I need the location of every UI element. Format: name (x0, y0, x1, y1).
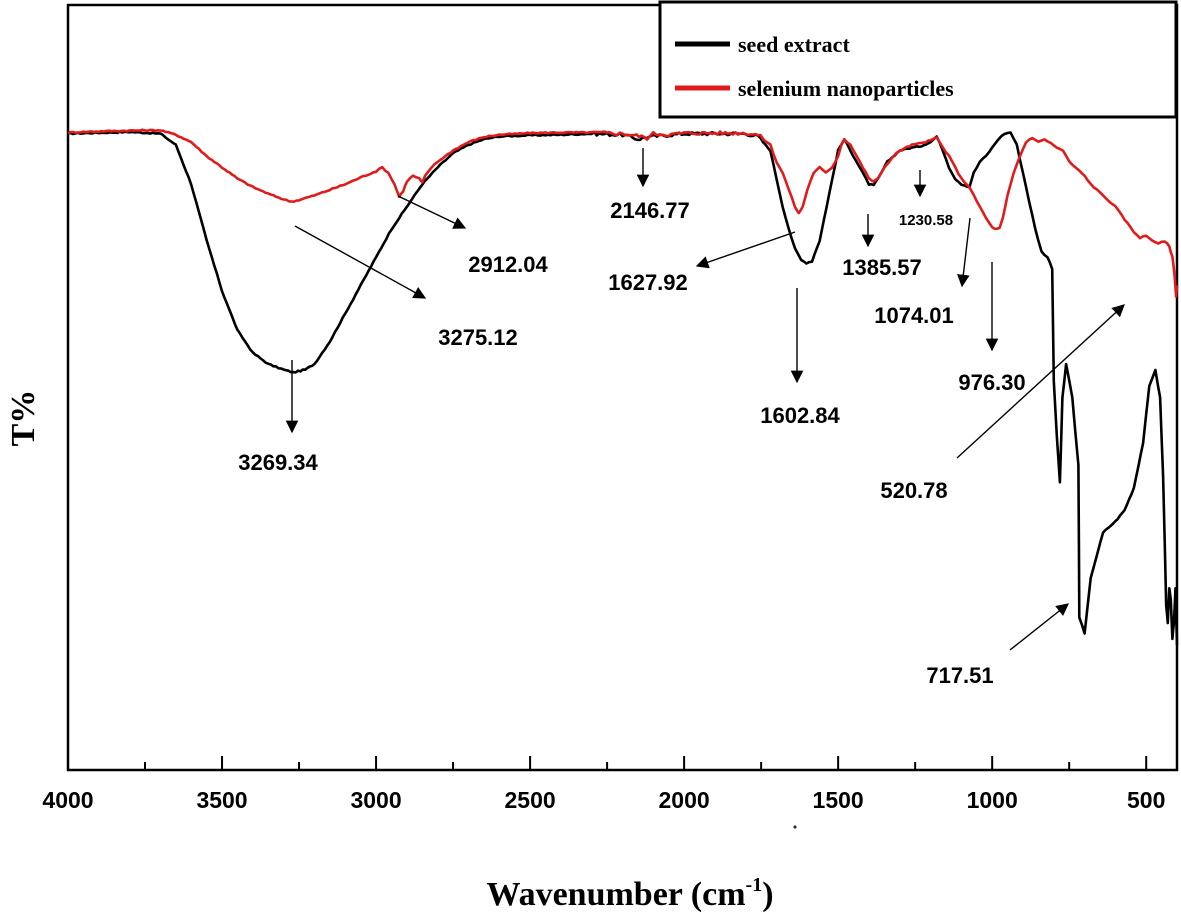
legend-box (658, 0, 1178, 119)
x-tick-label-1000: 1000 (967, 787, 1018, 813)
x-tick-label-1500: 1500 (813, 787, 864, 813)
annotation-label-717.51: 717.51 (926, 663, 993, 688)
legend: seed extract selenium nanoparticles (658, 0, 1178, 119)
x-axis-title-close: ) (762, 876, 773, 913)
annotation-label-976.30: 976.30 (958, 370, 1025, 395)
legend-label-seed-extract: seed extract (738, 32, 850, 57)
x-tick-label-4000: 4000 (42, 787, 93, 813)
annotation-label-3275.12: 3275.12 (438, 325, 518, 350)
annotation-arrow-520.78 (956, 304, 1125, 459)
annotation-label-520.78: 520.78 (880, 478, 947, 503)
annotation-label-1074.01: 1074.01 (874, 303, 954, 328)
annotation-label-2912.04: 2912.04 (468, 252, 548, 277)
annotation-arrow-2912.04 (397, 195, 467, 229)
annotation-label-1602.84: 1602.84 (760, 403, 840, 428)
series-layer (67, 128, 1179, 646)
x-axis-ticks (67, 756, 1148, 770)
legend-label-selenium: selenium nanoparticles (738, 76, 954, 101)
x-axis-title-sup: -1 (746, 874, 763, 896)
annotation-labels: 3269.34 3275.12 2912.04 2146.77 1627.92 1602.… (238, 198, 1025, 688)
series-line-seed-extract (67, 130, 1179, 646)
annotation-arrows (285, 148, 1125, 651)
series-line-selenium-nanoparticles (67, 128, 1179, 298)
y-axis-title: T% (5, 390, 42, 447)
annotation-arrow-717.51 (1009, 603, 1069, 651)
annotation-arrow-1627.92 (695, 231, 796, 269)
annotation-label-1230.58: 1230.58 (899, 212, 953, 229)
x-axis-tick-labels: 4000 3500 3000 2500 2000 1500 1000 500 (42, 787, 1165, 813)
x-tick-label-3500: 3500 (196, 787, 247, 813)
x-tick-label-3000: 3000 (350, 787, 401, 813)
x-tick-label-2000: 2000 (659, 787, 710, 813)
x-axis-title: Wavenumber (cm-1) (486, 874, 773, 913)
annotation-label-1385.57: 1385.57 (842, 255, 922, 280)
annotation-arrow-3275.12 (294, 225, 427, 299)
annotation-arrow-1074.01 (957, 217, 971, 288)
x-axis-title-main: Wavenumber (cm (486, 876, 745, 913)
annotation-label-1627.92: 1627.92 (608, 270, 688, 295)
x-tick-label-2500: 2500 (504, 787, 555, 813)
x-tick-label-500: 500 (1127, 787, 1165, 813)
annotation-label-3269.34: 3269.34 (238, 450, 318, 475)
annotation-label-2146.77: 2146.77 (610, 198, 690, 223)
stray-dot (793, 825, 797, 829)
